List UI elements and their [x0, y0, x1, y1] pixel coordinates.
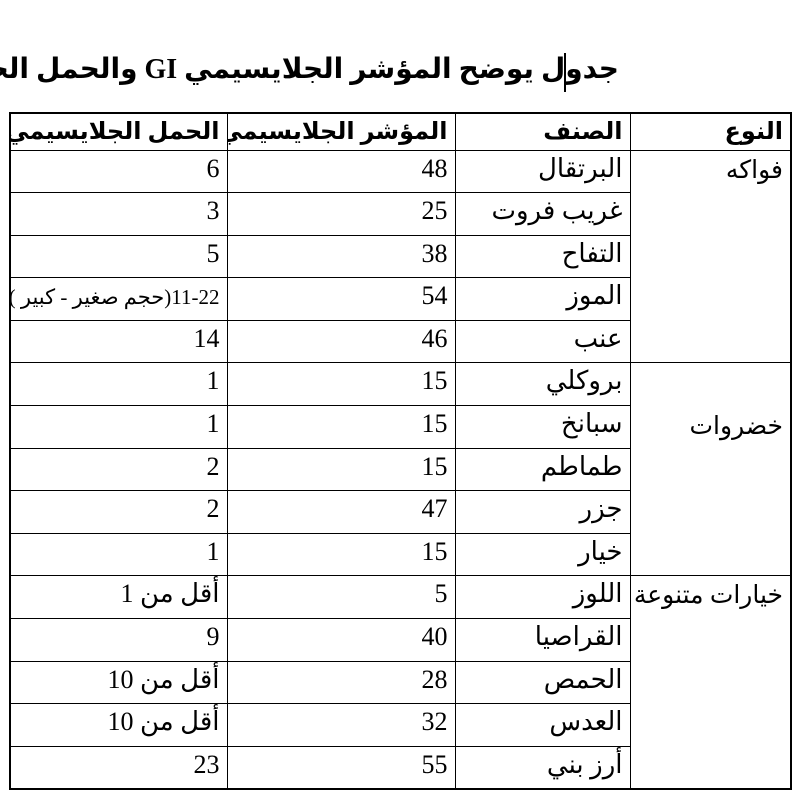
gl-value-cell: 2 [10, 490, 229, 534]
table-row: أرز بني 55 23 [10, 745, 792, 790]
gl-value-cell: أقل من 10 [10, 703, 229, 747]
item-cell: عنب [455, 319, 632, 364]
gl-value-cell: 14 [10, 319, 229, 364]
gi-value-cell: 15 [227, 405, 457, 449]
col-header-type: النوع [630, 112, 793, 151]
col-header-gi: المؤشر الجلايسيمي GI [227, 112, 457, 151]
col-header-gl: الحمل الجلايسيمي GL [10, 112, 229, 151]
gl-value-cell: 6 [10, 149, 229, 194]
gl-value-cell: 11-22(حجم صغير - كبير ) [10, 277, 229, 321]
table-row: سبانخ 15 1 [10, 405, 792, 449]
gi-value-cell: 48 [227, 149, 457, 194]
group-type-cell-fruits: فواكه [630, 149, 793, 364]
gl-value-cell: 2 [10, 447, 229, 492]
glycemic-table: النوع الصنف المؤشر الجلايسيمي GI الحمل ا… [10, 112, 793, 790]
item-cell: خيار [455, 532, 632, 577]
gi-value-cell: 38 [227, 234, 457, 279]
item-cell: سبانخ [455, 405, 632, 449]
gl-value-cell: 1 [10, 532, 229, 577]
item-cell: البرتقال [455, 149, 632, 194]
gi-value-cell: 15 [227, 362, 457, 407]
gi-value-cell: 25 [227, 192, 457, 236]
item-cell: جزر [455, 490, 632, 534]
item-cell: القراصيا [455, 618, 632, 662]
item-cell: الحمص [455, 660, 632, 705]
item-cell: أرز بني [455, 745, 632, 790]
table-row: غريب فروت 25 3 [10, 192, 792, 236]
item-cell: التفاح [455, 234, 632, 279]
item-cell: العدس [455, 703, 632, 747]
table-row: العدس 32 أقل من 10 [10, 703, 792, 747]
gl-value-cell: أقل من 10 [10, 660, 229, 705]
gi-value-cell: 54 [227, 277, 457, 321]
table-row: خيار 15 1 [10, 532, 792, 577]
table-row: القراصيا 40 9 [10, 618, 792, 662]
page-title: جدول يوضح المؤشر الجلايسيمي GI والحمل ال… [0, 54, 620, 85]
gl-value-cell: 1 [10, 362, 229, 407]
gi-value-cell: 46 [227, 319, 457, 364]
table-row: طماطم 15 2 [10, 447, 792, 492]
item-cell: طماطم [455, 447, 632, 492]
gi-value-cell: 32 [227, 703, 457, 747]
gl-value-cell: 3 [10, 192, 229, 236]
item-cell: غريب فروت [455, 192, 632, 236]
table-row: خيارات متنوعة اللوز 5 أقل من 1 [10, 575, 793, 790]
gl-value-cell: 9 [10, 618, 229, 662]
item-cell: اللوز [455, 575, 632, 620]
table-header-row: النوع الصنف المؤشر الجلايسيمي GI الحمل ا… [10, 112, 793, 151]
table-row: الموز 54 11-22(حجم صغير - كبير ) [10, 277, 792, 321]
gi-value-cell: 15 [227, 532, 457, 577]
group-type-cell-vegetables: خضروات [630, 362, 793, 577]
gl-value-cell: 5 [10, 234, 229, 279]
gi-value-cell: 15 [227, 447, 457, 492]
gl-value-cell: أقل من 1 [10, 575, 229, 620]
table-row: خضروات بروكلي 15 1 [10, 362, 793, 577]
group-type-cell-misc: خيارات متنوعة [630, 575, 793, 790]
gi-value-cell: 5 [227, 575, 457, 620]
gl-value-cell: 1 [10, 405, 229, 449]
gi-value-cell: 55 [227, 745, 457, 790]
item-cell: بروكلي [455, 362, 632, 407]
table-row: الحمص 28 أقل من 10 [10, 660, 792, 705]
col-header-item: الصنف [455, 112, 632, 151]
gi-value-cell: 28 [227, 660, 457, 705]
text-cursor-caret [565, 53, 567, 92]
gi-value-cell: 40 [227, 618, 457, 662]
gi-value-cell: 47 [227, 490, 457, 534]
gl-value-cell: 23 [10, 745, 229, 790]
table-row: فواكه البرتقال 48 6 [10, 149, 793, 364]
item-cell: الموز [455, 277, 632, 321]
